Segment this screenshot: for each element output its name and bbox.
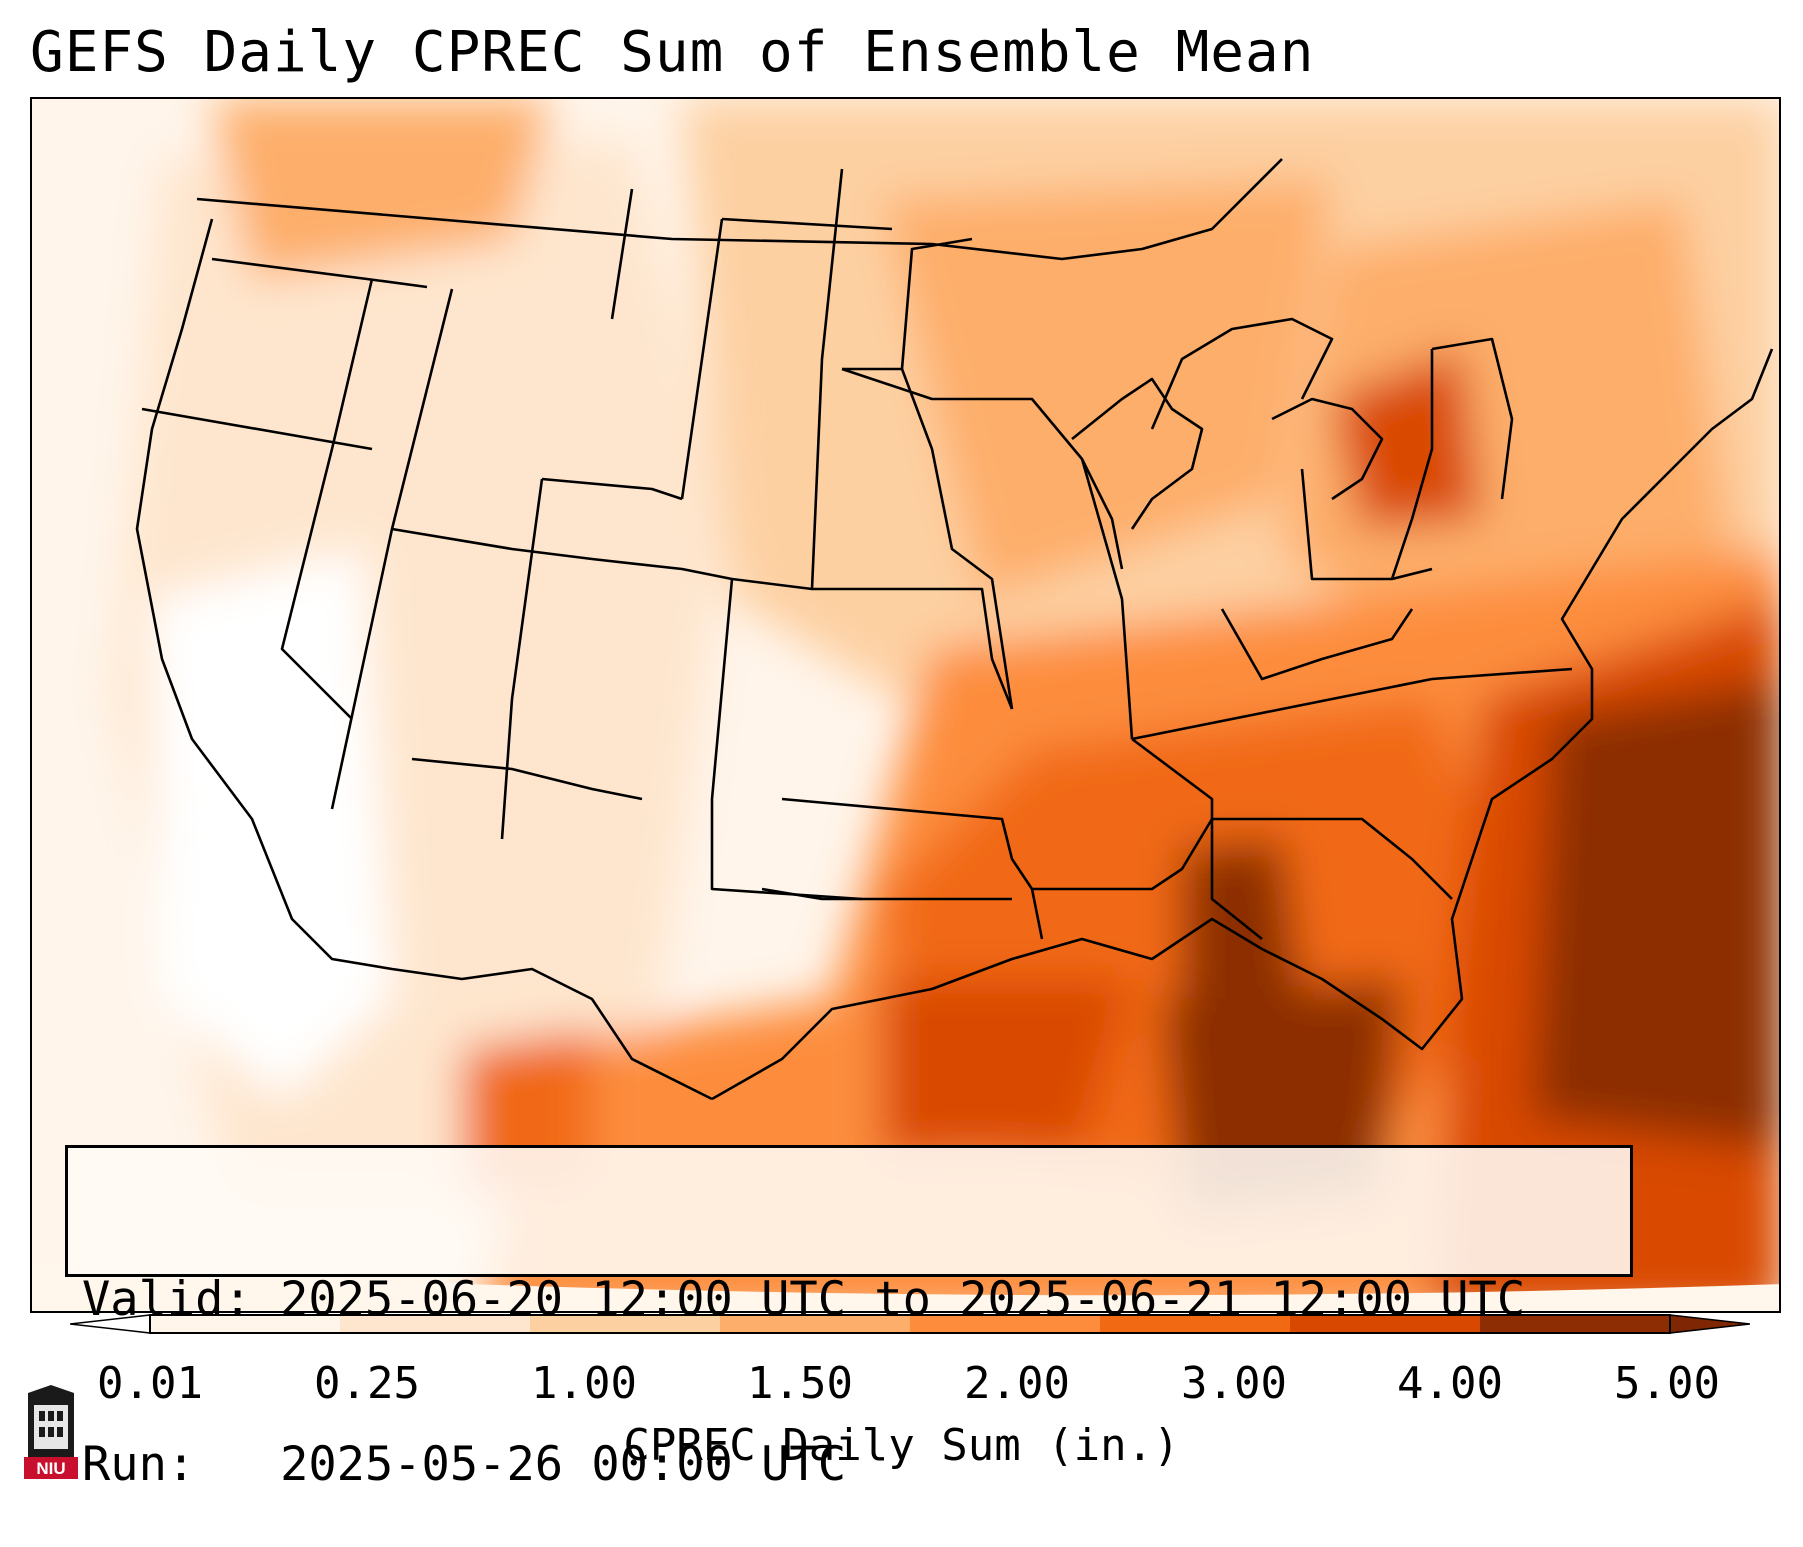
state-boundaries [135, 158, 1774, 1101]
tick-label: 0.25 [314, 1358, 420, 1409]
colorbar-segment [1100, 1315, 1291, 1333]
tick-label: 1.50 [747, 1358, 853, 1409]
colorbar-segment [1290, 1315, 1481, 1333]
tick-label: 1.00 [531, 1358, 637, 1409]
valid-time-box: Valid: 2025-06-20 12:00 UTC to 2025-06-2… [65, 1145, 1633, 1492]
precipitation-map[interactable] [30, 97, 1781, 1313]
colorbar-over-triangle [1669, 1314, 1750, 1334]
map-canvas [32, 99, 1779, 1296]
colorbar-segment [720, 1315, 911, 1333]
page-title: GEFS Daily CPREC Sum of Ensemble Mean [30, 20, 1315, 85]
colorbar-segment [530, 1315, 721, 1333]
tick-label: 4.00 [1397, 1358, 1503, 1409]
precip-field [112, 99, 1779, 1296]
run-line: Run: 2025-05-26 00:00 UTC [82, 1437, 847, 1492]
colorbar-segment [340, 1315, 531, 1333]
colorbar-segment [1480, 1315, 1671, 1333]
niu-logo-icon: NIU [24, 1385, 78, 1479]
colorbar-segment [150, 1315, 341, 1333]
tick-label: 0.01 [97, 1358, 203, 1409]
tick-label: 3.00 [1181, 1358, 1287, 1409]
niu-logo-text: NIU [36, 1459, 65, 1478]
colorbar-under-triangle [70, 1314, 151, 1334]
colorbar [70, 1314, 1750, 1334]
tick-label: 5.00 [1614, 1358, 1720, 1409]
tick-label: 2.00 [964, 1358, 1070, 1409]
colorbar-segment [910, 1315, 1101, 1333]
colorbar-segments [150, 1315, 1671, 1333]
colorbar-label: CPREC Daily Sum (in.) [623, 1420, 1180, 1471]
